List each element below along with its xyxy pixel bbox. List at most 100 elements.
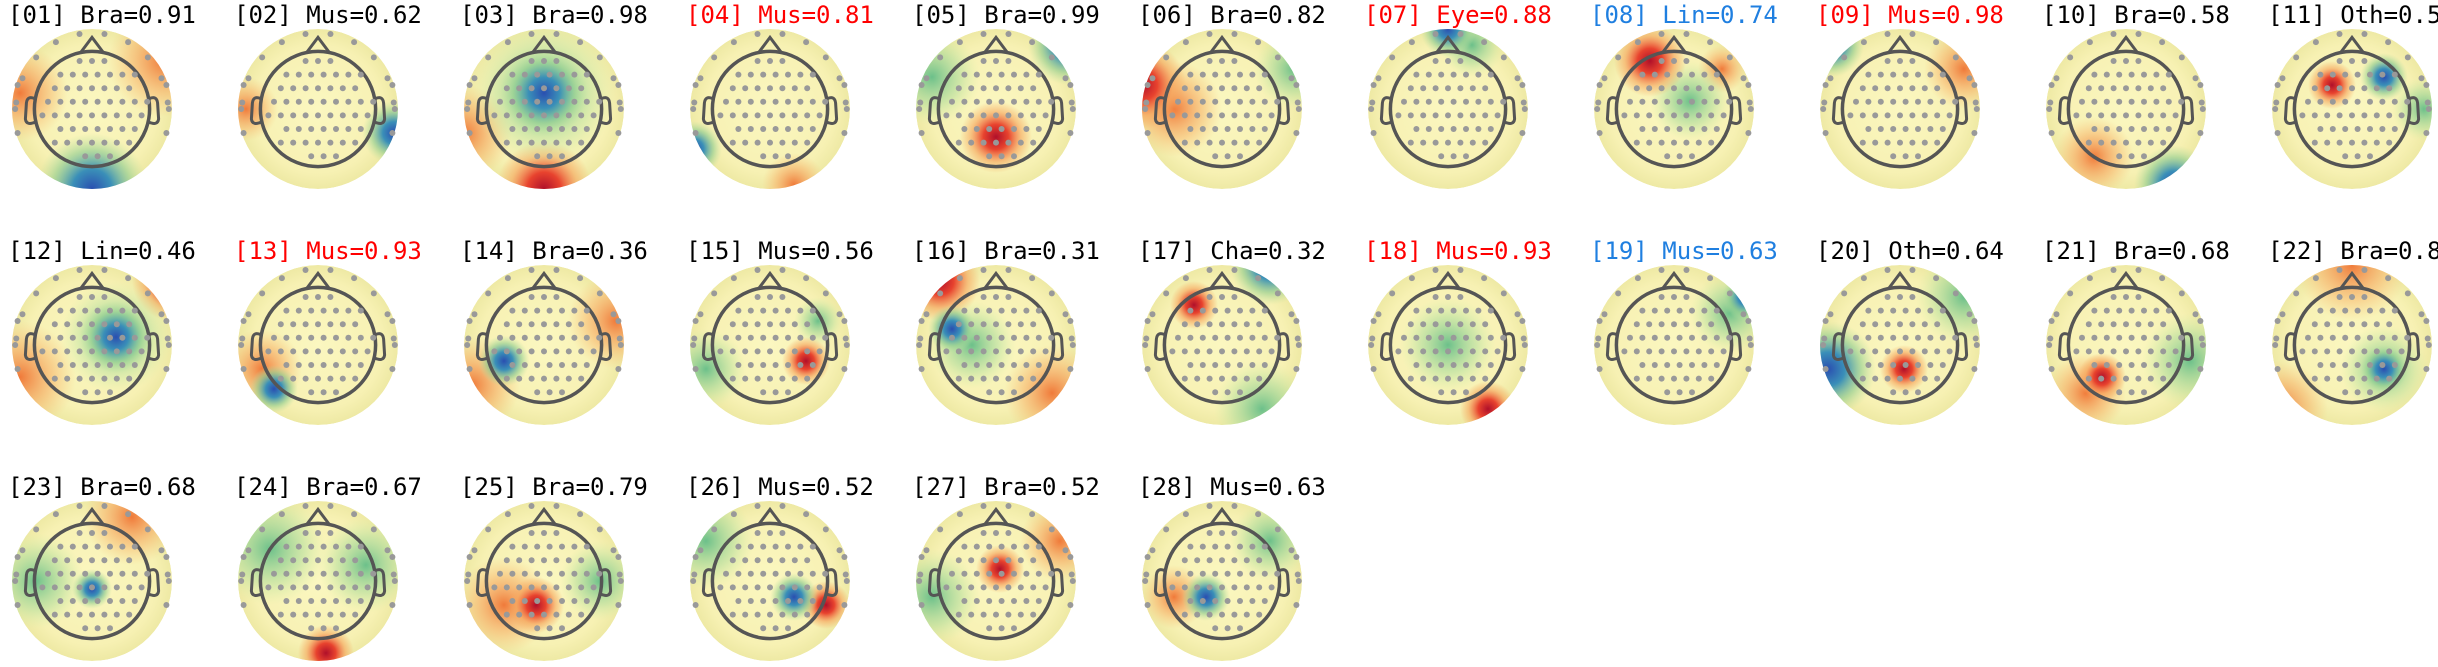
electrode bbox=[955, 85, 962, 92]
electrode bbox=[2385, 39, 2392, 46]
electrode bbox=[955, 584, 962, 591]
electrode bbox=[2098, 348, 2105, 355]
electrode bbox=[1909, 58, 1916, 64]
electrode bbox=[809, 598, 816, 604]
electrode bbox=[691, 99, 698, 106]
electrode bbox=[2198, 99, 2205, 106]
electrode bbox=[503, 321, 510, 328]
electrode bbox=[1389, 290, 1396, 297]
electrode bbox=[1746, 335, 1753, 342]
electrode bbox=[1231, 85, 1238, 92]
electrode bbox=[1860, 275, 1867, 282]
electrode bbox=[747, 71, 754, 78]
electrode bbox=[464, 578, 471, 584]
electrode bbox=[754, 58, 761, 64]
head-ear bbox=[701, 568, 715, 597]
electrode bbox=[841, 130, 848, 136]
electrode bbox=[516, 139, 523, 146]
electrode bbox=[1639, 98, 1646, 105]
electrode bbox=[1407, 112, 1414, 119]
electrode bbox=[973, 598, 980, 604]
electrode bbox=[2135, 294, 2142, 300]
electrode bbox=[504, 511, 511, 518]
electrode bbox=[2311, 112, 2318, 119]
electrode bbox=[2404, 290, 2411, 297]
electrode bbox=[2197, 318, 2204, 324]
electrode bbox=[509, 307, 516, 314]
electrode bbox=[2197, 130, 2204, 136]
electrode bbox=[1407, 85, 1414, 92]
electrode bbox=[327, 85, 334, 92]
electrode bbox=[546, 625, 553, 632]
electrode bbox=[283, 71, 290, 78]
electrode bbox=[617, 578, 624, 584]
electrode bbox=[1005, 503, 1012, 510]
electrode bbox=[2329, 98, 2336, 105]
electrode bbox=[1005, 267, 1012, 274]
electrode bbox=[1144, 554, 1151, 560]
electrode bbox=[767, 348, 773, 355]
electrode bbox=[559, 334, 565, 341]
electrode bbox=[1369, 335, 1376, 342]
electrode bbox=[2128, 98, 2135, 105]
electrode bbox=[1463, 307, 1469, 314]
electrode bbox=[986, 71, 993, 78]
electrode bbox=[917, 99, 924, 106]
electrode bbox=[2165, 98, 2172, 105]
electrode bbox=[1890, 389, 1897, 396]
electrode bbox=[64, 375, 71, 382]
electrode bbox=[1294, 571, 1301, 578]
electrode bbox=[1175, 334, 1181, 341]
electrode bbox=[101, 58, 108, 64]
topomap-blob bbox=[928, 305, 976, 353]
electrode bbox=[2391, 71, 2398, 78]
electrode bbox=[1457, 85, 1464, 92]
electrode bbox=[333, 126, 339, 132]
electrode bbox=[1445, 112, 1451, 119]
electrode bbox=[1445, 294, 1451, 300]
electrode bbox=[1187, 543, 1194, 550]
electrode bbox=[1067, 82, 1074, 88]
electrode bbox=[1664, 362, 1671, 368]
electrode bbox=[1023, 71, 1030, 78]
electrode bbox=[64, 584, 71, 591]
component: [10] Bra=0.58 bbox=[2042, 1, 2230, 189]
electrode bbox=[2293, 54, 2300, 61]
electrode bbox=[2160, 375, 2167, 382]
electrode bbox=[1219, 112, 1225, 119]
electrode bbox=[1237, 598, 1243, 604]
electrode bbox=[339, 139, 346, 146]
electrode bbox=[101, 321, 108, 328]
head-nose bbox=[1208, 270, 1236, 291]
electrode bbox=[76, 530, 83, 536]
electrode bbox=[390, 571, 397, 578]
electrode bbox=[1952, 290, 1959, 297]
electrode bbox=[327, 503, 334, 510]
component-title: [12] Lin=0.46 bbox=[8, 237, 196, 265]
electrode bbox=[1487, 98, 1494, 105]
electrode bbox=[163, 318, 170, 324]
electrode bbox=[14, 82, 21, 88]
electrode bbox=[509, 126, 516, 132]
electrode bbox=[357, 543, 364, 550]
electrode bbox=[1256, 611, 1263, 618]
electrode bbox=[968, 348, 975, 355]
electrode bbox=[993, 375, 999, 382]
electrode bbox=[986, 153, 993, 160]
electrode bbox=[1261, 570, 1268, 577]
electrode bbox=[1877, 126, 1884, 132]
electrode bbox=[76, 85, 83, 92]
electrode bbox=[485, 54, 492, 61]
electrode bbox=[577, 275, 584, 282]
electrode bbox=[534, 153, 541, 160]
electrode bbox=[302, 139, 309, 146]
electrode bbox=[2116, 334, 2123, 341]
electrode bbox=[2274, 366, 2281, 372]
head-nose bbox=[304, 34, 332, 55]
electrode bbox=[772, 543, 779, 550]
electrode bbox=[956, 275, 963, 282]
electrode bbox=[1256, 557, 1263, 564]
electrode bbox=[107, 98, 113, 105]
electrode bbox=[571, 598, 578, 604]
component: [17] Cha=0.32 bbox=[1138, 237, 1326, 425]
